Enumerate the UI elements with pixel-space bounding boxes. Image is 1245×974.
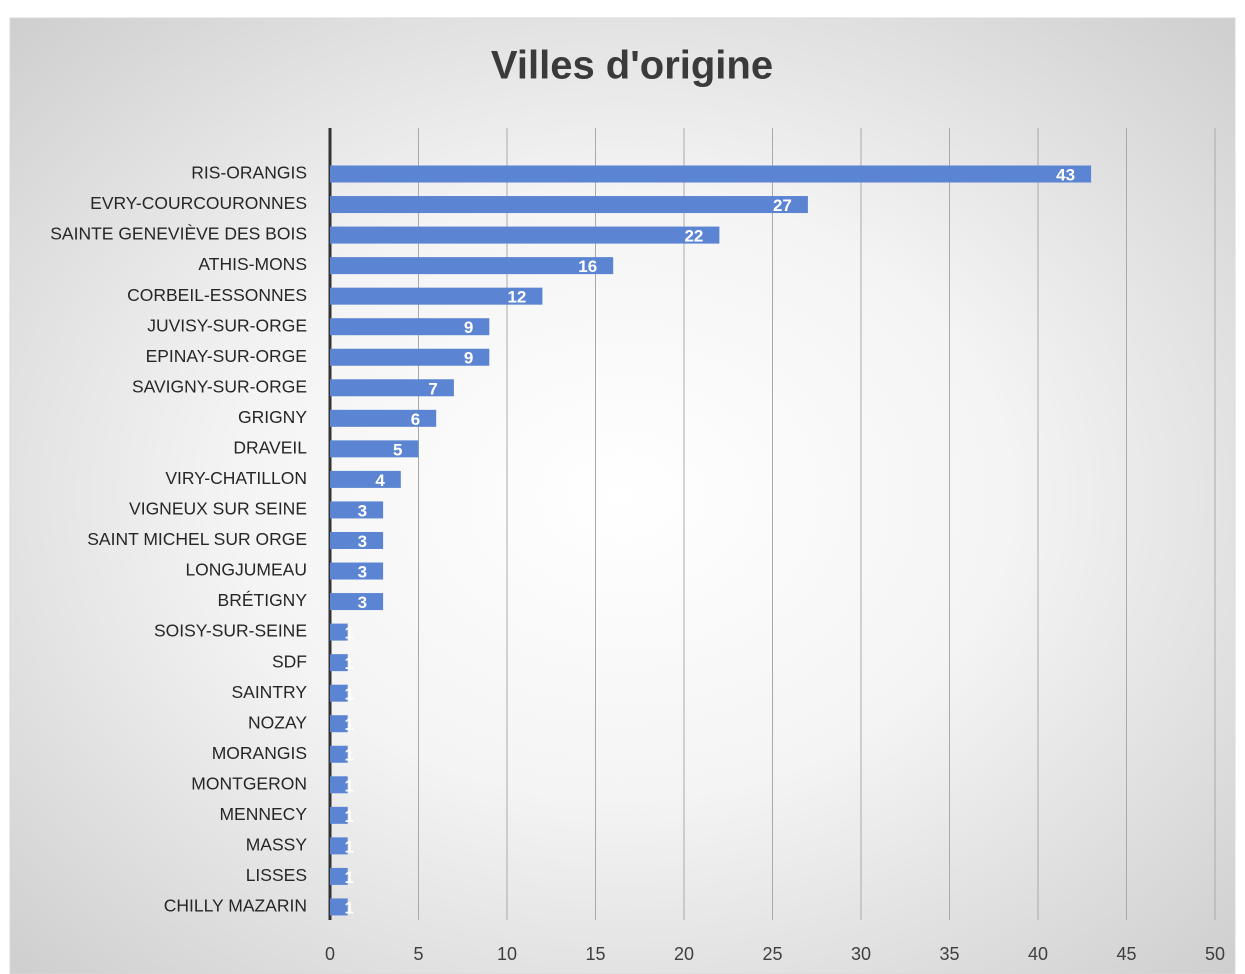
bar — [330, 593, 384, 611]
bar — [330, 562, 384, 580]
y-tick-label: SAINTE GENEVIÈVE DES BOIS — [50, 224, 307, 244]
bar — [330, 409, 437, 427]
y-tick-label: LISSES — [246, 865, 307, 885]
data-label: 9 — [464, 349, 473, 368]
bar — [330, 623, 348, 641]
y-tick-label: NOZAY — [248, 712, 307, 732]
y-tick-label: LONGJUMEAU — [185, 560, 307, 580]
data-label: 43 — [1056, 165, 1075, 184]
x-tick-label: 20 — [674, 944, 694, 964]
data-label: 3 — [358, 563, 367, 582]
y-tick-label: MONTGERON — [191, 773, 307, 793]
data-label: 1 — [345, 898, 354, 917]
x-tick-label: 30 — [851, 944, 871, 964]
data-label: 5 — [393, 440, 402, 459]
y-tick-label: MORANGIS — [212, 743, 307, 763]
data-label: 3 — [358, 532, 367, 551]
data-label: 12 — [507, 288, 526, 307]
x-tick-label: 10 — [497, 944, 517, 964]
bar — [330, 531, 384, 549]
x-tick-label: 50 — [1205, 944, 1225, 964]
bar — [330, 379, 454, 397]
y-tick-label: SDF — [272, 651, 307, 671]
data-label: 3 — [358, 593, 367, 612]
bar — [330, 745, 348, 763]
data-label: 1 — [345, 746, 354, 765]
bar — [330, 867, 348, 885]
data-label: 1 — [345, 624, 354, 643]
data-label: 1 — [345, 807, 354, 826]
data-label: 7 — [428, 379, 437, 398]
bar — [330, 165, 1092, 183]
data-label: 27 — [773, 196, 792, 215]
y-tick-label: BRÉTIGNY — [218, 590, 308, 610]
y-tick-label: SAINT MICHEL SUR ORGE — [87, 529, 307, 549]
data-label: 1 — [345, 776, 354, 795]
data-label: 16 — [578, 257, 597, 276]
data-label: 1 — [345, 868, 354, 887]
bar — [330, 654, 348, 672]
bar — [330, 470, 401, 488]
y-tick-label: RIS-ORANGIS — [191, 163, 307, 183]
y-tick-label: SOISY-SUR-SEINE — [154, 621, 307, 641]
y-tick-label: EPINAY-SUR-ORGE — [146, 346, 307, 366]
y-tick-label: VIGNEUX SUR SEINE — [129, 499, 307, 519]
bar — [330, 257, 614, 275]
bar — [330, 715, 348, 733]
y-tick-label: VIRY-CHATILLON — [165, 468, 307, 488]
y-tick-label: ATHIS-MONS — [198, 254, 307, 274]
bar — [330, 898, 348, 916]
bar — [330, 501, 384, 519]
x-tick-label: 0 — [325, 944, 335, 964]
bar — [330, 837, 348, 855]
data-label: 3 — [358, 501, 367, 520]
y-tick-label: SAVIGNY-SUR-ORGE — [132, 376, 307, 396]
y-tick-label: GRIGNY — [238, 407, 307, 427]
bar — [330, 440, 419, 458]
data-label: 6 — [411, 410, 420, 429]
y-tick-label: CHILLY MAZARIN — [164, 896, 307, 916]
y-tick-label: DRAVEIL — [233, 437, 307, 457]
y-tick-label: SAINTRY — [231, 682, 307, 702]
x-tick-label: 40 — [1028, 944, 1048, 964]
y-tick-label: JUVISY-SUR-ORGE — [147, 315, 307, 335]
bar — [330, 287, 543, 305]
x-tick-label: 25 — [762, 944, 782, 964]
bar — [330, 684, 348, 702]
bar — [330, 226, 720, 244]
x-tick-label: 5 — [413, 944, 423, 964]
x-tick-label: 35 — [939, 944, 959, 964]
bar — [330, 348, 490, 366]
y-tick-label: MENNECY — [219, 804, 307, 824]
bar — [330, 196, 808, 214]
data-label: 9 — [464, 318, 473, 337]
chart-background — [9, 17, 1236, 974]
chart-title: Villes d'origine — [491, 44, 773, 88]
data-label: 1 — [345, 715, 354, 734]
x-tick-label: 15 — [585, 944, 605, 964]
x-tick-label: 45 — [1116, 944, 1136, 964]
bar — [330, 806, 348, 824]
data-label: 1 — [345, 654, 354, 673]
data-label: 1 — [345, 685, 354, 704]
bar — [330, 776, 348, 794]
data-label: 22 — [684, 227, 703, 246]
bar — [330, 318, 490, 336]
y-tick-label: CORBEIL-ESSONNES — [127, 285, 307, 305]
y-tick-label: EVRY-COURCOURONNES — [90, 193, 307, 213]
data-label: 1 — [345, 837, 354, 856]
y-tick-label: MASSY — [246, 835, 308, 855]
data-label: 4 — [375, 471, 385, 490]
